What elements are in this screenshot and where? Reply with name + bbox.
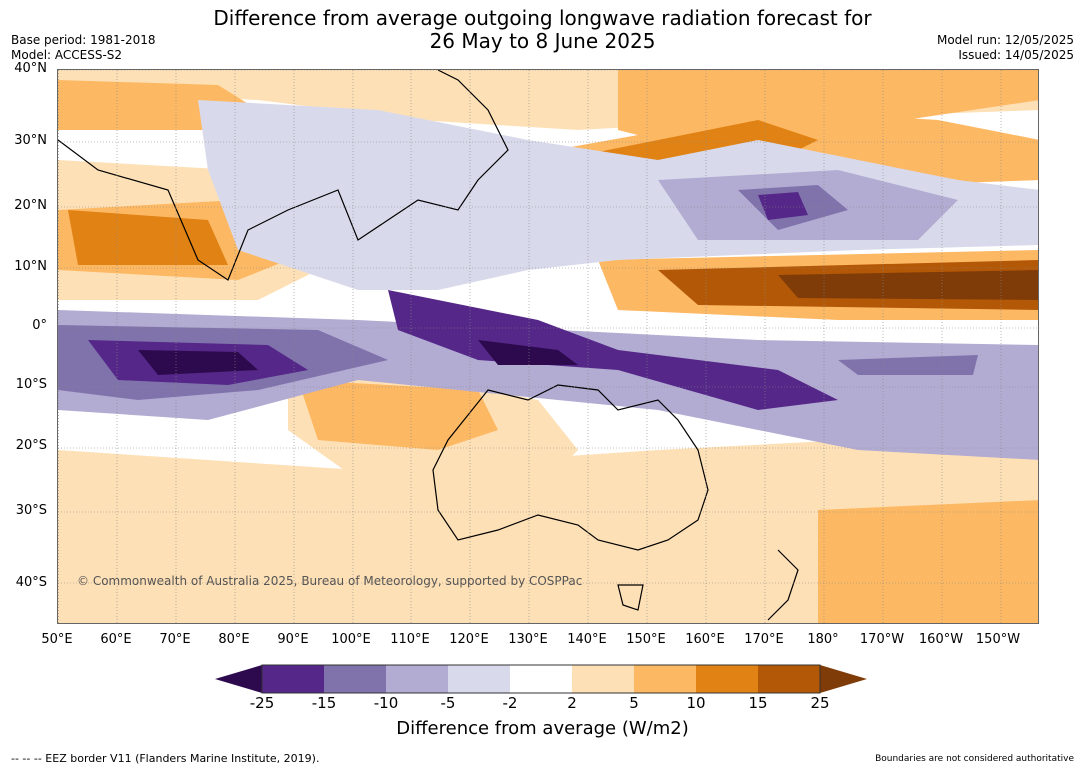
- colorbar-bin: [448, 665, 510, 693]
- colorbar-bin: [324, 665, 386, 693]
- colorbar-arrow-high: [820, 665, 867, 693]
- lat-label-20s: 20°S: [15, 438, 47, 453]
- lon-label: 70°E: [159, 632, 191, 647]
- tasmania-coastline: [617, 584, 644, 611]
- lon-label: 100°E: [331, 632, 371, 647]
- colorbar-bin: [510, 665, 572, 693]
- map-title-line1: Difference from average outgoing longwav…: [213, 6, 872, 30]
- anomaly-region-philippine-sea-max: [758, 192, 808, 220]
- lon-label: 170°W: [859, 632, 905, 647]
- anomaly-region-equatorial-indian-max: [138, 350, 258, 375]
- colorbar-bin: [262, 665, 324, 693]
- lon-label: 170°E: [744, 632, 784, 647]
- anomaly-region-arabian-sea-core: [68, 210, 228, 265]
- colorbar-tick: -5: [440, 694, 456, 712]
- australia-coastline: [432, 384, 709, 551]
- lon-label: 60°E: [100, 632, 132, 647]
- base-period: Base period: 1981-2018: [11, 33, 156, 47]
- anomaly-region-south-pos: [58, 430, 1038, 623]
- lat-label-30n: 30°N: [14, 133, 47, 148]
- anomaly-region-maritime-continent-max: [478, 340, 578, 365]
- model-name: Model: ACCESS-S2: [11, 48, 123, 62]
- issued-date: Issued: 14/05/2025: [958, 48, 1074, 62]
- anomaly-region-maritime-continent: [388, 290, 838, 410]
- colorbar-tick: 2: [567, 694, 577, 712]
- colorbar-bin: [572, 665, 634, 693]
- olr-anomaly-map: [57, 69, 1039, 624]
- anomaly-region-south-pacific-neg: [838, 355, 978, 375]
- colorbar-tick: 25: [810, 694, 830, 712]
- anomaly-region-tropical-neg-weak: [198, 100, 1038, 290]
- lon-label: 150°W: [975, 632, 1021, 647]
- lon-label: 160°W: [918, 632, 964, 647]
- colorbar-arrow-low: [215, 665, 262, 693]
- new-zealand-coastline: [767, 549, 799, 621]
- lat-label-10n: 10°N: [14, 259, 47, 274]
- colorbar-tick: -10: [373, 694, 399, 712]
- colorbar-frame: [261, 664, 821, 694]
- lat-label-40n: 40°N: [14, 61, 47, 76]
- copyright-notice: © Commonwealth of Australia 2025, Bureau…: [77, 574, 583, 588]
- lon-label: 130°E: [508, 632, 548, 647]
- colorbar-tick: 15: [748, 694, 768, 712]
- anomaly-region-pacific-max: [778, 270, 1038, 300]
- lon-label: 150°E: [626, 632, 666, 647]
- colorbar-bin: [758, 665, 820, 693]
- lon-label: 180°: [807, 632, 839, 647]
- colorbar-tick: 5: [629, 694, 639, 712]
- map-title-line2: 26 May to 8 June 2025: [429, 29, 656, 53]
- colorbar-bin: [386, 665, 448, 693]
- asia-coastline: [58, 70, 509, 281]
- lat-label-10s: 10°S: [15, 377, 47, 392]
- eez-border-note: -- -- -- EEZ border V11 (Flanders Marine…: [11, 752, 320, 765]
- anomaly-region-southwest-pacific: [818, 500, 1038, 623]
- colorbar-tick: -25: [249, 694, 275, 712]
- lon-label: 120°E: [449, 632, 489, 647]
- map-svg: [58, 70, 1038, 623]
- lon-label: 90°E: [277, 632, 309, 647]
- colorbar-tick: 10: [686, 694, 706, 712]
- lon-label: 160°E: [685, 632, 725, 647]
- lat-label-20n: 20°N: [14, 198, 47, 213]
- colorbar-bin: [634, 665, 696, 693]
- lon-label: 80°E: [218, 632, 250, 647]
- graticule: [58, 70, 1038, 623]
- lat-label-40s: 40°S: [15, 575, 47, 590]
- boundaries-disclaimer: Boundaries are not considered authoritat…: [875, 754, 1074, 764]
- lat-label-0: 0°: [32, 318, 47, 333]
- colorbar-title: Difference from average (W/m2): [396, 718, 689, 739]
- model-run: Model run: 12/05/2025: [936, 33, 1074, 47]
- colorbar-tick: -2: [502, 694, 518, 712]
- lat-label-30s: 30°S: [15, 503, 47, 518]
- anomaly-region-tropical-indian: [298, 380, 498, 450]
- lon-label: 110°E: [390, 632, 430, 647]
- lon-label: 140°E: [567, 632, 607, 647]
- lon-label: 50°E: [41, 632, 73, 647]
- colorbar-tick: -15: [311, 694, 337, 712]
- colorbar-bin: [696, 665, 758, 693]
- colorbar: [215, 664, 867, 694]
